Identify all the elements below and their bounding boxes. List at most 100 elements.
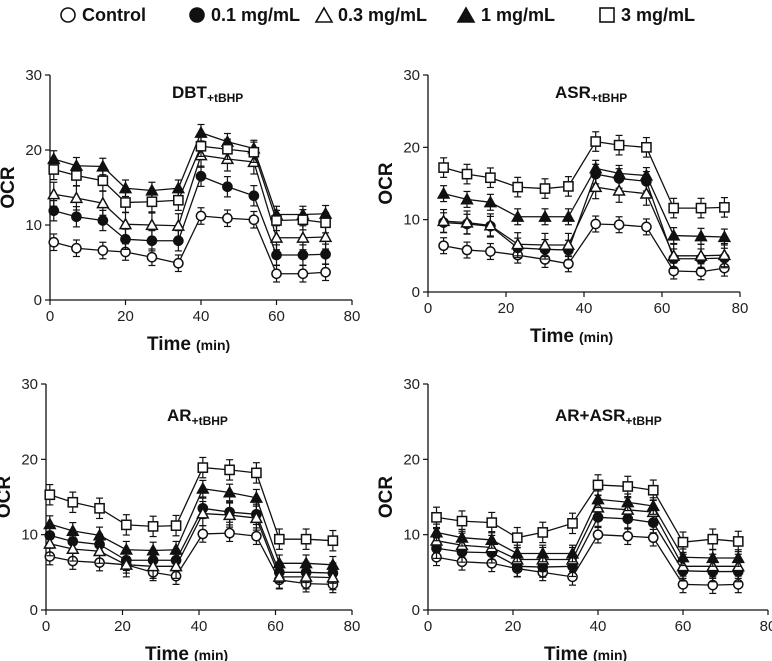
x-axis-unit: (min) (196, 337, 230, 353)
data-point (436, 214, 451, 227)
data-point (146, 251, 158, 263)
data-point (251, 467, 262, 479)
series-1-mg-ml (429, 490, 745, 567)
data-point (621, 495, 635, 508)
x-axis-label: Time (544, 644, 588, 661)
data-point (326, 570, 340, 583)
x-tick-label: 0 (424, 300, 432, 317)
data-point (695, 202, 707, 214)
x-tick-label: 0 (424, 618, 432, 635)
series-control (438, 215, 730, 281)
data-point (197, 528, 209, 540)
y-axis-label: OCR (0, 166, 19, 209)
data-point (96, 196, 110, 209)
data-point (173, 257, 184, 269)
data-point (591, 492, 605, 505)
legend-marker-filled-circle (189, 7, 205, 23)
panel-dbt-tbhp: 0 10 20 30 0 20 40 60 80 OCR Time (min) DBT+tBHP (0, 67, 360, 355)
data-point (641, 221, 652, 233)
data-point (271, 215, 282, 226)
data-point (567, 518, 578, 529)
data-point (641, 141, 652, 153)
data-point (300, 533, 312, 545)
data-point (731, 551, 745, 564)
data-point (707, 533, 719, 545)
data-point (561, 238, 576, 251)
y-tick-label: 0 (412, 284, 420, 301)
series-0-1-mg-ml (44, 497, 339, 584)
data-point (299, 569, 313, 582)
data-point (48, 236, 60, 248)
data-point (272, 569, 286, 582)
data-point (694, 229, 708, 242)
data-point (97, 175, 109, 187)
data-point (483, 218, 498, 231)
data-point (147, 521, 159, 532)
data-point (296, 230, 310, 243)
legend-label-3: 3 mg/mL (621, 5, 695, 25)
data-point (589, 180, 603, 193)
series-3-mg-ml (44, 456, 339, 552)
data-point (613, 139, 625, 151)
data-point (511, 209, 525, 222)
data-point (511, 532, 523, 544)
data-point (538, 238, 552, 251)
data-point (622, 530, 634, 542)
data-point (146, 196, 158, 208)
data-point (222, 181, 233, 193)
data-point (639, 186, 654, 199)
data-point (460, 192, 474, 205)
data-point (222, 212, 233, 224)
series-line (53, 154, 326, 239)
data-point (438, 240, 449, 252)
data-point (44, 489, 56, 501)
data-point (327, 535, 339, 547)
data-point (429, 525, 444, 538)
data-point (717, 248, 732, 261)
data-point (485, 532, 499, 546)
y-tick-label: 20 (403, 451, 420, 468)
data-point (297, 268, 309, 280)
data-point (195, 210, 207, 222)
data-point (677, 536, 689, 548)
data-point (590, 136, 602, 147)
data-point (222, 508, 237, 521)
data-point (69, 191, 84, 204)
x-tick-label: 40 (576, 300, 593, 317)
series-line (49, 512, 333, 579)
data-point (676, 550, 690, 563)
x-tick-label: 60 (268, 308, 285, 325)
legend-marker-open-square (599, 7, 615, 23)
x-tick-label: 40 (191, 618, 208, 635)
x-tick-label: 0 (42, 618, 50, 635)
data-point (647, 532, 659, 544)
data-point (561, 209, 576, 222)
y-tick-label: 0 (30, 602, 38, 619)
x-tick-label: 40 (590, 618, 607, 635)
x-axis-label: Time (145, 644, 189, 661)
data-point (455, 530, 469, 543)
series-line (443, 167, 725, 238)
data-point (248, 146, 260, 158)
data-point (460, 215, 474, 228)
data-point (71, 242, 82, 254)
data-point (43, 517, 57, 530)
x-axis-label: Time (530, 326, 574, 347)
series-0-3-mg-ml (436, 174, 732, 269)
data-point (483, 195, 498, 208)
legend: Control 0.1 mg/mL 0.3 mg/mL 1 mg/mL 3 mg… (60, 5, 695, 25)
data-point (169, 542, 183, 555)
panel-title-subscript: +tBHP (207, 91, 243, 105)
series-1-mg-ml (43, 479, 340, 574)
legend-marker-open-circle (60, 7, 76, 23)
data-point (326, 557, 340, 570)
data-point (249, 511, 264, 524)
series-line (443, 223, 725, 273)
panel-title-subscript: +tBHP (625, 414, 661, 428)
y-tick-label: 10 (21, 527, 38, 544)
data-point (537, 527, 549, 538)
legend-item-1: 1 mg/mL (456, 5, 555, 25)
data-point (272, 556, 286, 569)
data-point (146, 559, 160, 572)
data-point (222, 143, 233, 155)
